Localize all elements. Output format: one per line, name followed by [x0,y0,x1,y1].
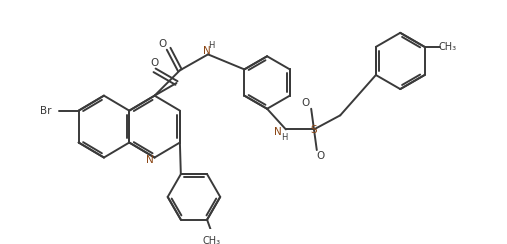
Text: S: S [311,125,317,135]
Text: O: O [316,151,324,161]
Text: H: H [208,41,214,50]
Text: H: H [281,133,287,142]
Text: N: N [146,155,154,165]
Text: CH₃: CH₃ [203,236,221,244]
Text: CH₃: CH₃ [438,42,456,52]
Text: N: N [274,127,282,137]
Text: N: N [203,46,211,56]
Text: O: O [151,58,159,68]
Text: O: O [302,98,310,108]
Text: Br: Br [40,106,51,116]
Text: O: O [158,39,166,49]
